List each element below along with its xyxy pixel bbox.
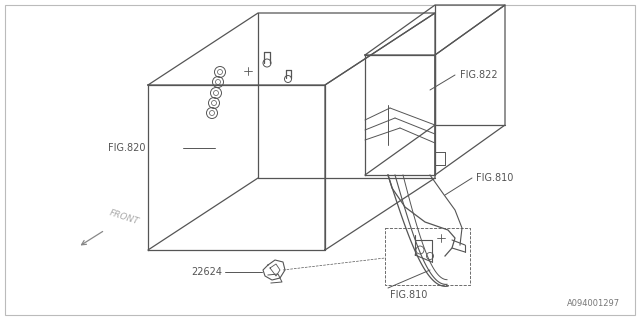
Text: FRONT: FRONT [108, 208, 140, 226]
Text: FIG.820: FIG.820 [108, 143, 145, 153]
Text: 22624: 22624 [191, 267, 222, 277]
Text: FIG.810: FIG.810 [476, 173, 513, 183]
Text: FIG.810: FIG.810 [390, 290, 428, 300]
Text: FIG.822: FIG.822 [460, 70, 498, 80]
Text: A094001297: A094001297 [567, 299, 620, 308]
